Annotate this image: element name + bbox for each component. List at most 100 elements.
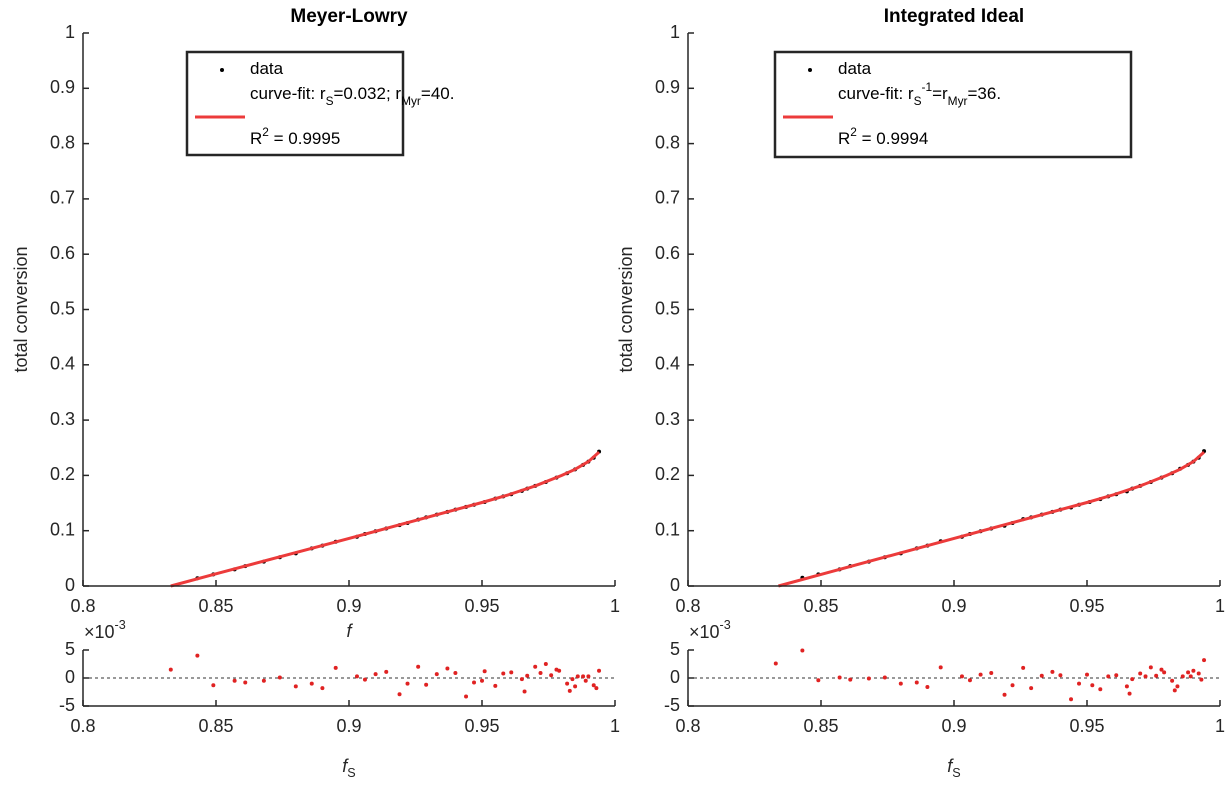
data-point [1159, 667, 1164, 672]
legend-swatch [808, 68, 812, 72]
y-tick-label: 0.8 [50, 132, 75, 152]
data-point [1170, 678, 1175, 683]
legend-label: curve-fit: rS=0.032; rMyr=40. [250, 84, 454, 108]
x-tick-label: 0.95 [1069, 716, 1104, 736]
y-tick-label: 0.7 [50, 188, 75, 208]
data-point [989, 670, 994, 675]
data-point [816, 678, 821, 683]
data-point [354, 674, 359, 679]
chart-title: Meyer-Lowry [290, 6, 408, 27]
data-point [1029, 686, 1034, 691]
data-point [570, 677, 575, 682]
y-tick-label: 0 [670, 667, 680, 687]
legend-label-part: curve-fit: r [250, 84, 326, 103]
x-tick-label: 0.8 [70, 596, 95, 616]
legend-note-part: 2 [850, 125, 857, 139]
legend-label: curve-fit: rS-1=rMyr=36. [838, 80, 1001, 108]
y-axis-label: total conversion [11, 246, 31, 372]
y-tick-label: 0 [670, 575, 680, 595]
x-tick-label: 0.8 [675, 716, 700, 736]
data-point [405, 681, 410, 686]
data-point [293, 684, 298, 689]
y-tick-label: -5 [59, 695, 75, 715]
x-axis-label: fS [342, 756, 355, 781]
x-axis-label-part: f [947, 756, 954, 776]
data-point [581, 674, 586, 679]
legend-label-part: data [838, 59, 872, 78]
fit-line [778, 451, 1206, 588]
data-point [1186, 670, 1191, 675]
y-tick-label: -5 [664, 695, 680, 715]
data-point [1124, 684, 1129, 689]
data-point [925, 684, 930, 689]
legend-label-part: =40. [421, 84, 455, 103]
legend-note-part: = 0.9995 [269, 129, 340, 148]
data-point [472, 680, 477, 685]
y-tick-label: 5 [670, 639, 680, 659]
y-exponent-part: -3 [720, 618, 731, 632]
x-tick-label: 0.9 [336, 716, 361, 736]
legend-note-part: 2 [262, 125, 269, 139]
x-tick-label: 0.95 [464, 716, 499, 736]
legend-label: data [838, 59, 872, 78]
data-point [362, 677, 367, 682]
y-tick-label: 0.4 [50, 354, 75, 374]
data-point [848, 677, 853, 682]
data-point [538, 670, 543, 675]
data-point [1010, 683, 1015, 688]
data-point [501, 671, 506, 676]
data-point [509, 670, 514, 675]
data-point [482, 669, 487, 674]
data-point [1191, 668, 1196, 673]
data-point [533, 664, 538, 669]
y-tick-label: 0.2 [655, 464, 680, 484]
legend-label-part: =r [932, 84, 948, 103]
data-point [493, 683, 498, 688]
data-point [573, 684, 578, 689]
data-point [434, 672, 439, 677]
data-point [866, 676, 871, 681]
legend-note: R2 = 0.9995 [250, 125, 340, 148]
data-point [594, 686, 599, 691]
data-point [1154, 673, 1159, 678]
legend-label-part: -1 [922, 80, 933, 94]
x-tick-label: 0.85 [198, 596, 233, 616]
x-axis-label-part: f [346, 621, 353, 641]
y-axis-label: total conversion [616, 246, 636, 372]
data-point [898, 681, 903, 686]
data-point [1148, 665, 1153, 670]
data-point [597, 668, 602, 673]
y-exponent: ×10-3 [84, 618, 126, 641]
data-point [464, 694, 469, 699]
data-point [1090, 683, 1095, 688]
chart-title: Integrated Ideal [884, 6, 1024, 27]
x-axis-label-part: S [347, 766, 355, 780]
x-tick-label: 0.8 [675, 596, 700, 616]
legend-label: data [250, 59, 284, 78]
fit-line [170, 451, 601, 588]
x-axis-label: f [346, 621, 353, 641]
legend-label-part: Myr [401, 94, 421, 108]
y-exponent-part: ×10 [84, 622, 115, 642]
data-point [195, 653, 200, 658]
data-point [1162, 670, 1167, 675]
y-tick-label: 5 [65, 639, 75, 659]
x-tick-label: 0.9 [941, 716, 966, 736]
x-tick-label: 1 [1215, 596, 1225, 616]
data-point [1175, 684, 1180, 689]
x-tick-label: 0.85 [803, 716, 838, 736]
data-point [1188, 674, 1193, 679]
data-point [1130, 677, 1135, 682]
x-tick-label: 0.85 [198, 716, 233, 736]
y-tick-label: 0.3 [655, 409, 680, 429]
data-point [373, 672, 378, 677]
legend-label-part: S [326, 94, 334, 108]
data-point [882, 675, 887, 680]
y-tick-label: 0.9 [50, 77, 75, 97]
y-tick-label: 0.4 [655, 354, 680, 374]
data-point [168, 667, 173, 672]
legend-label-part: curve-fit: r [838, 84, 914, 103]
y-tick-label: 0.2 [50, 464, 75, 484]
data-point [416, 664, 421, 669]
